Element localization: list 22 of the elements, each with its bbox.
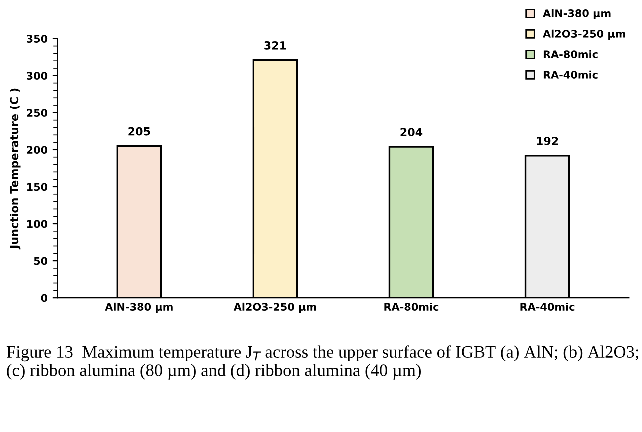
data-label: 321 xyxy=(264,41,286,50)
y-tick-label: 150 xyxy=(27,183,48,192)
y-tick-label: 200 xyxy=(27,146,48,154)
y-tick-label: 100 xyxy=(27,220,48,228)
x-tick-label: Al2O3-250 µm xyxy=(234,302,316,314)
legend-label: RA-80mic xyxy=(544,50,598,58)
y-tick-label: 50 xyxy=(34,257,48,266)
x-tick-label: RA-40mic xyxy=(520,302,575,312)
legend-label: RA-40mic xyxy=(544,70,598,79)
data-label: 204 xyxy=(400,128,423,137)
x-tick-label: RA-80mic xyxy=(384,302,439,312)
legend-label: Al2O3-250 µm xyxy=(543,30,626,40)
y-axis-title: Junction Temperature (C ) xyxy=(10,88,21,250)
data-label: 205 xyxy=(128,127,150,136)
caption: Figure 13 Maximum temperature J$_{T}$ across the upper surface of IGBT (a) AlN; (b) Al2O3; (c) ribbon alumina (80 µm) and (d) ribbon alumina (40 µm) xyxy=(6,346,638,380)
legend-label: AlN-380 µm xyxy=(543,9,611,20)
y-tick-label: 0 xyxy=(41,294,48,302)
x-tick-label: AlN-380 µm xyxy=(105,302,173,314)
y-tick-label: 350 xyxy=(27,35,48,43)
data-label: 192 xyxy=(537,137,558,146)
y-tick-label: 250 xyxy=(27,109,48,118)
y-tick-label: 300 xyxy=(27,72,48,80)
